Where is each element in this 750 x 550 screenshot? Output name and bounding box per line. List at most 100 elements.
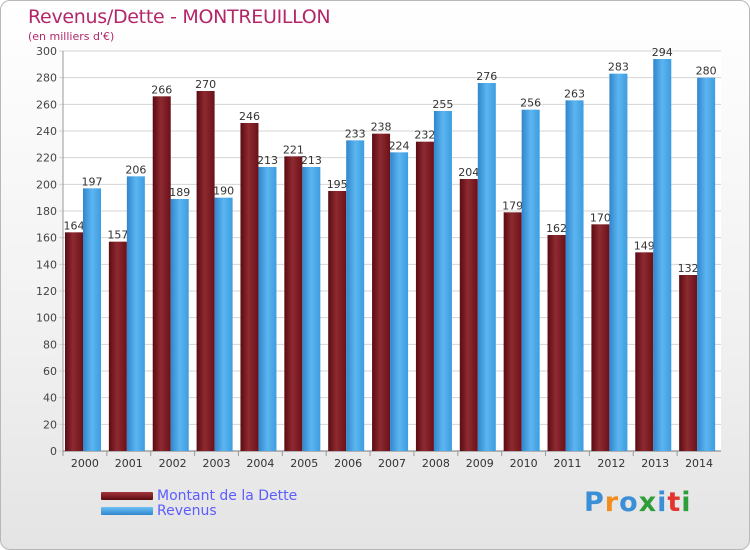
bar-revenus-2008 [433,111,452,451]
x-tick-label-2011: 2011 [553,457,581,470]
bar-dette-2006 [328,191,347,451]
y-tick-label-60: 60 [43,365,57,378]
data-label-revenus-2010: 256 [520,97,541,110]
bar-revenus-2009 [477,83,496,451]
data-label-dette-2008: 232 [414,129,435,142]
data-label-dette-2002: 266 [151,83,172,96]
bar-revenus-2013 [653,59,672,451]
bar-dette-2003 [196,91,215,451]
bar-revenus-2004 [258,167,277,451]
data-label-revenus-2000: 197 [82,175,103,188]
x-tick-label-2000: 2000 [71,457,99,470]
bar-revenus-2001 [126,176,145,452]
data-label-dette-2014: 132 [678,262,699,275]
x-tick-label-2014: 2014 [685,457,713,470]
bar-dette-2001 [108,241,127,451]
data-label-revenus-2003: 190 [213,185,234,198]
bar-revenus-2010 [521,109,540,452]
x-tick-label-2010: 2010 [510,457,538,470]
x-tick-label-2012: 2012 [597,457,625,470]
x-tick-label-2009: 2009 [466,457,494,470]
bar-dette-2014 [679,275,698,451]
bar-dette-2008 [415,141,434,451]
data-label-dette-2000: 164 [64,219,85,232]
data-label-revenus-2013: 294 [652,46,673,59]
bar-dette-2013 [635,252,654,451]
bar-dette-2011 [547,235,566,451]
data-label-revenus-2002: 189 [169,186,190,199]
data-label-dette-2009: 204 [458,166,479,179]
bar-revenus-2006 [346,140,365,452]
bar-dette-2009 [459,179,478,451]
data-label-dette-2010: 179 [502,199,523,212]
bar-revenus-2007 [390,152,409,452]
bar-dette-2002 [152,96,171,451]
y-tick-label-20: 20 [43,418,57,431]
y-tick-label-240: 240 [36,125,57,138]
y-tick-label-40: 40 [43,392,57,405]
data-label-revenus-2012: 283 [608,61,629,74]
y-tick-label-160: 160 [36,232,57,245]
legend-item-revenus: Revenus [101,502,297,519]
data-label-revenus-2014: 280 [696,65,717,78]
data-label-dette-2013: 149 [634,239,655,252]
data-label-dette-2012: 170 [590,211,611,224]
x-tick-label-2005: 2005 [290,457,318,470]
bar-revenus-2002 [170,199,189,451]
bar-dette-2005 [284,156,303,452]
bar-revenus-2003 [214,197,233,451]
data-label-revenus-2001: 206 [125,163,146,176]
x-tick-label-2001: 2001 [115,457,143,470]
data-label-dette-2006: 195 [327,178,348,191]
bar-revenus-2000 [83,188,101,452]
y-tick-label-120: 120 [36,285,57,298]
data-label-revenus-2011: 263 [564,87,585,100]
x-tick-label-2003: 2003 [203,457,231,470]
y-tick-label-220: 220 [36,152,57,165]
bar-dette-2010 [503,212,522,451]
bar-dette-2012 [591,224,610,451]
data-label-revenus-2006: 233 [345,127,366,140]
data-label-dette-2005: 221 [283,143,304,156]
y-tick-label-80: 80 [43,338,57,351]
legend-label-dette: Montant de la Dette [157,487,298,504]
data-label-dette-2007: 238 [371,121,392,134]
legend-swatch-revenus [101,506,153,515]
bar-dette-2004 [240,123,259,451]
x-tick-label-2013: 2013 [641,457,669,470]
x-tick-label-2002: 2002 [159,457,187,470]
data-label-dette-2004: 246 [239,110,260,123]
x-tick-label-2006: 2006 [334,457,362,470]
x-tick-label-2007: 2007 [378,457,406,470]
x-tick-label-2008: 2008 [422,457,450,470]
data-label-revenus-2005: 213 [301,154,322,167]
data-label-revenus-2004: 213 [257,154,278,167]
data-label-dette-2003: 270 [195,78,216,91]
data-label-revenus-2008: 255 [432,98,453,111]
y-tick-label-280: 280 [36,72,57,85]
legend-label-revenus: Revenus [157,502,217,519]
x-tick-label-2004: 2004 [246,457,274,470]
y-tick-label-300: 300 [36,45,57,58]
data-label-revenus-2007: 224 [389,139,410,152]
y-tick-label-100: 100 [36,312,57,325]
data-label-dette-2001: 157 [107,229,128,242]
bar-revenus-2011 [565,100,584,451]
bar-dette-2007 [372,133,391,451]
data-label-dette-2011: 162 [546,222,567,235]
bar-dette-2000 [65,232,83,451]
bar-revenus-2012 [609,73,628,452]
chart-legend: Montant de la Dette Revenus [101,487,298,519]
y-tick-label-140: 140 [36,258,57,271]
y-tick-label-260: 260 [36,98,57,111]
legend-item-dette: Montant de la Dette [101,487,298,504]
proxiti-logo: Proxiti [584,487,692,518]
chart-title: Revenus/Dette - MONTREUILLON [28,6,331,28]
y-tick-label-0: 0 [50,445,57,458]
bar-revenus-2005 [302,167,321,451]
chart-subtitle: (en milliers d'€) [28,30,115,43]
y-tick-label-200: 200 [36,178,57,191]
y-tick-label-180: 180 [36,205,57,218]
